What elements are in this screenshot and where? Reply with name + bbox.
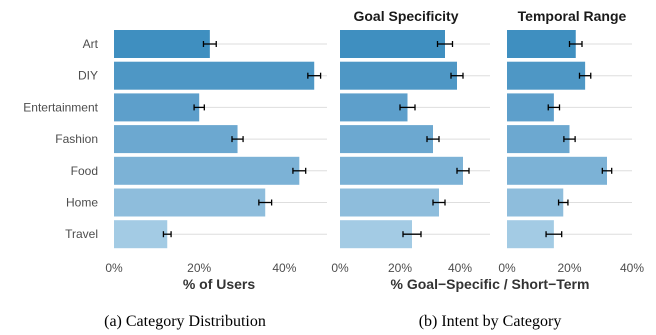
x-tick-b1-0-: 0% [331,261,349,275]
errorbar-entertainment [193,104,205,111]
bar-entertainment [507,93,554,122]
bar-home [340,188,439,217]
errorbar-diy [578,72,592,79]
errorbar-food [456,167,470,174]
errorbars-b2 [545,41,613,238]
errorbar-food [292,167,307,174]
x-ticks-b2: 0% 20% 40% [498,261,644,275]
errorbar-food [601,167,613,174]
caption-b: (b) Intent by Category [419,313,562,330]
bar-art [114,30,210,58]
category-labels: Art DIY Entertainment Fashion Food Home Travel [23,37,98,241]
bar-fashion [114,125,238,154]
errorbar-fashion [231,136,244,143]
bar-travel [340,220,412,249]
bar-diy [114,61,315,90]
panel-goal-specificity: Goal Specificity 0% 20% 40% [331,8,490,275]
x-tick-a-20-: 20% [187,261,211,275]
category-label-food: Food [71,164,98,178]
errorbar-home [432,199,446,206]
errorbar-home [258,199,273,206]
x-ticks-a: 0% 20% 40% [105,261,296,275]
bar-home [507,188,564,217]
category-label-travel: Travel [65,227,98,241]
panel-temporal-range: Temporal Range 0% 20% 40% [498,8,644,275]
x-tick-a-40-: 40% [272,261,296,275]
x-axis-title-a: % of Users [183,276,256,292]
errorbar-fashion [426,136,440,143]
errorbar-home [557,199,569,206]
errorbar-art [202,41,217,47]
errorbar-diy [450,72,464,79]
bar-home [114,188,266,217]
category-label-art: Art [83,37,99,51]
errorbar-travel [545,231,563,238]
x-axis-title-b: % Goal−Specific / Short−Term [391,276,590,292]
caption-a: (a) Category Distribution [104,313,266,330]
facet-title-goal-specificity: Goal Specificity [353,8,458,24]
x-tick-b2-0-: 0% [498,261,516,275]
errorbar-travel [402,231,422,238]
bar-food [340,156,463,185]
errorbar-art [568,41,583,47]
bar-travel [114,220,168,249]
category-label-home: Home [66,196,98,210]
bar-entertainment [340,93,408,122]
bars-b1 [340,30,463,249]
bar-diy [340,61,457,90]
x-tick-b1-20-: 20% [388,261,412,275]
category-label-entertainment: Entertainment [23,100,98,114]
x-ticks-b1: 0% 20% 40% [331,261,472,275]
bar-art [507,30,576,58]
errorbars-a [162,41,322,238]
bar-food [507,156,607,185]
x-tick-b2-40-: 40% [620,261,644,275]
category-label-diy: DIY [78,69,98,83]
errorbar-diy [307,72,322,79]
bars-a [114,30,315,249]
errorbar-travel [162,231,172,238]
errorbar-entertainment [399,104,416,111]
category-label-fashion: Fashion [55,132,98,146]
x-tick-a-0-: 0% [105,261,123,275]
bar-entertainment [114,93,200,122]
errorbar-art [436,41,454,47]
x-tick-b1-40-: 40% [448,261,472,275]
bar-food [114,156,300,185]
x-tick-b2-20-: 20% [557,261,581,275]
bars-b2 [507,30,607,249]
panel-category-distribution: Art DIY Entertainment Fashion Food Home Travel… [23,30,327,292]
bar-art [340,30,445,58]
facet-title-temporal-range: Temporal Range [518,8,627,24]
errorbar-entertainment [547,104,561,111]
errorbar-fashion [563,136,576,143]
bar-fashion [507,125,570,154]
bar-fashion [340,125,433,154]
errorbars-b1 [399,41,470,238]
bar-diy [507,61,586,90]
